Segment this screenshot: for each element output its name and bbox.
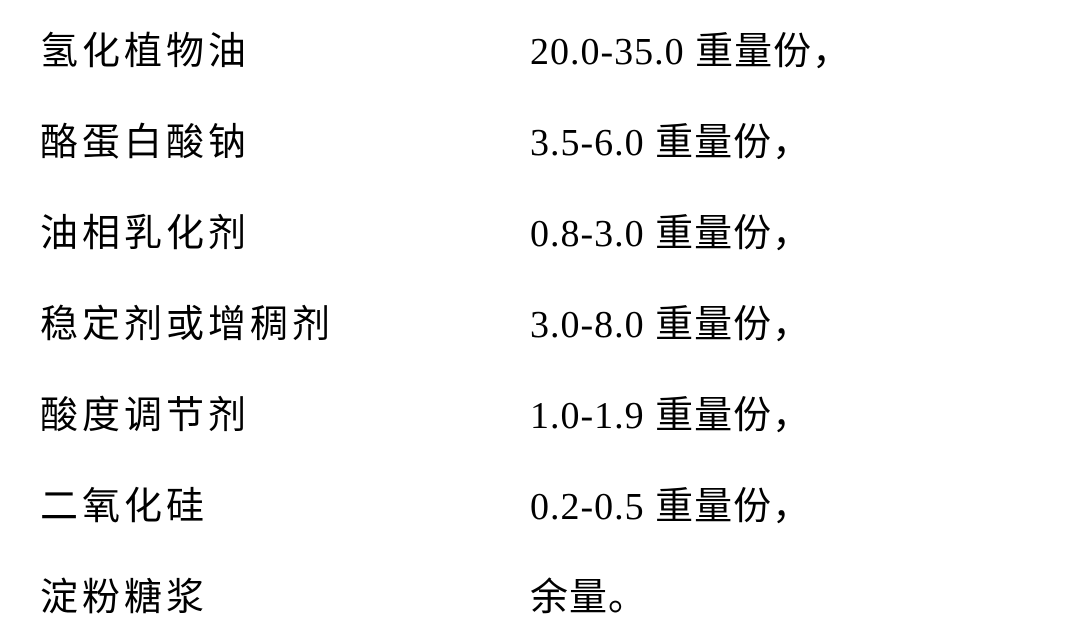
table-row: 氢化植物油 20.0-35.0 重量份， <box>40 20 1030 75</box>
ingredient-value: 0.8-3.0 重量份， <box>530 202 811 257</box>
ingredient-value: 3.5-6.0 重量份， <box>530 111 811 166</box>
table-row: 稳定剂或增稠剂 3.0-8.0 重量份， <box>40 293 1030 348</box>
ingredient-value: 3.0-8.0 重量份， <box>530 293 811 348</box>
ingredient-label: 氢化植物油 <box>40 20 530 75</box>
table-row: 油相乳化剂 0.8-3.0 重量份， <box>40 202 1030 257</box>
ingredient-label: 二氧化硅 <box>40 475 530 530</box>
ingredient-label: 稳定剂或增稠剂 <box>40 293 530 348</box>
table-row: 酸度调节剂 1.0-1.9 重量份， <box>40 384 1030 439</box>
ingredient-value: 0.2-0.5 重量份， <box>530 475 811 530</box>
ingredient-value: 1.0-1.9 重量份， <box>530 384 811 439</box>
table-row: 二氧化硅 0.2-0.5 重量份， <box>40 475 1030 530</box>
ingredient-value: 余量。 <box>530 566 647 621</box>
ingredient-table: 氢化植物油 20.0-35.0 重量份， 酪蛋白酸钠 3.5-6.0 重量份， … <box>40 20 1030 621</box>
table-row: 酪蛋白酸钠 3.5-6.0 重量份， <box>40 111 1030 166</box>
table-row: 淀粉糖浆 余量。 <box>40 566 1030 621</box>
ingredient-label: 酸度调节剂 <box>40 384 530 439</box>
ingredient-label: 淀粉糖浆 <box>40 566 530 621</box>
ingredient-label: 油相乳化剂 <box>40 202 530 257</box>
ingredient-value: 20.0-35.0 重量份， <box>530 20 851 75</box>
ingredient-label: 酪蛋白酸钠 <box>40 111 530 166</box>
